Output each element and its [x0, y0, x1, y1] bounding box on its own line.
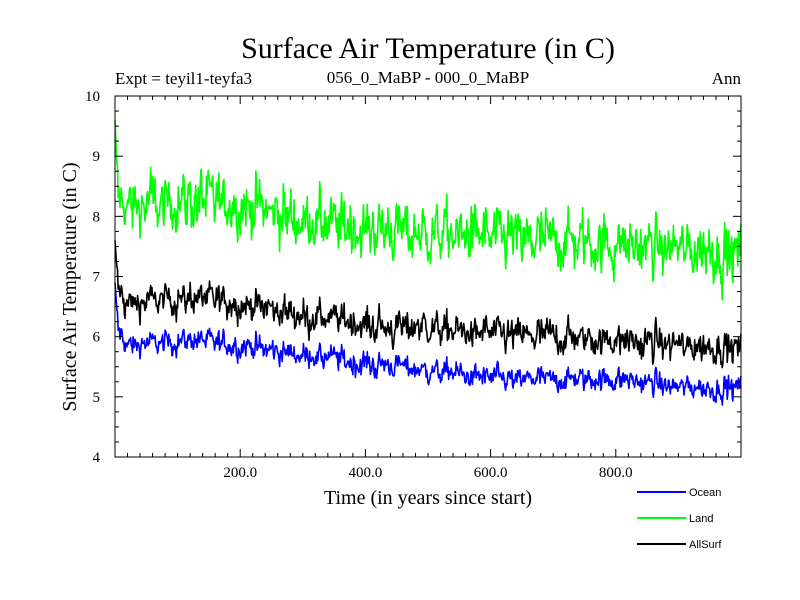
legend: Ocean Land AllSurf [637, 487, 722, 551]
plot-frame [114, 95, 742, 458]
chart-title: Surface Air Temperature (in C) [241, 32, 615, 65]
y-tick-label: 9 [93, 149, 101, 165]
y-tick-label: 4 [93, 450, 101, 466]
y-tick-label: 6 [93, 330, 101, 346]
chart-subtitle-center: 056_0_MaBP - 000_0_MaBP [327, 68, 529, 87]
x-tick-label: 800.0 [599, 465, 633, 481]
y-tick-label: 7 [93, 270, 101, 286]
y-tick-label: 8 [93, 209, 101, 225]
legend-label-land: Land [689, 513, 713, 525]
x-tick-label: 400.0 [349, 465, 383, 481]
y-tick-label: 5 [93, 390, 101, 406]
series-line-land [114, 120, 742, 301]
legend-label-allsurf: AllSurf [689, 539, 722, 551]
x-axis-label: Time (in years since start) [324, 487, 532, 509]
y-tick-label: 10 [85, 89, 100, 105]
series-line-ocean [114, 282, 742, 406]
x-tick-label: 600.0 [474, 465, 508, 481]
x-tick-label: 200.0 [223, 465, 257, 481]
series-line-allsurf [114, 240, 742, 369]
legend-label-ocean: Ocean [689, 487, 721, 499]
chart-subtitle-left: Expt = teyil1-teyfa3 [115, 69, 252, 88]
ticks-layer: 4 5 6 7 8 9 10 200.0 400.0 600.0 800.0 [85, 89, 741, 481]
chart-subtitle-right: Ann [712, 69, 742, 88]
y-axis-label: Surface Air Temperature (in C) [59, 162, 81, 411]
series-layer [114, 120, 742, 406]
